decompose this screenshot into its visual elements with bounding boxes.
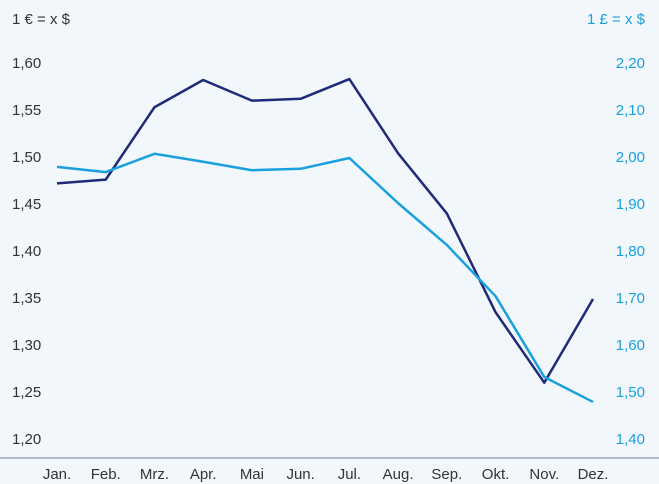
y2-axis-title: 1 £ = x $	[587, 11, 646, 28]
y2-tick-label: 1,80	[616, 243, 645, 260]
y-tick-label: 1,25	[12, 384, 41, 401]
y2-tick-label: 1,60	[616, 337, 645, 354]
y-tick-label: 1,60	[12, 55, 41, 72]
y-tick-label: 1,50	[12, 149, 41, 166]
y2-tick-label: 2,10	[616, 102, 645, 119]
y-axis-title: 1 € = x $	[12, 11, 71, 28]
y-tick-label: 1,30	[12, 337, 41, 354]
x-tick-label: Mrz.	[140, 466, 169, 483]
x-tick-label: Okt.	[482, 466, 510, 483]
x-tick-label: Jan.	[43, 466, 71, 483]
x-tick-label: Feb.	[91, 466, 121, 483]
line-series	[56, 77, 595, 384]
x-tick-label: Mai	[240, 466, 264, 483]
x-tick-label: Dez.	[578, 466, 609, 483]
x-tick-label: Jul.	[338, 466, 361, 483]
y2-tick-label: 2,00	[616, 149, 645, 166]
y-tick-label: 1,35	[12, 290, 41, 307]
y2-tick-label: 1,70	[616, 290, 645, 307]
line-series	[56, 152, 594, 404]
x-tick-label: Sep.	[431, 466, 462, 483]
y2-tick-label: 2,20	[616, 55, 645, 72]
y-tick-label: 1,40	[12, 243, 41, 260]
y-tick-label: 1,20	[12, 431, 41, 448]
y2-tick-label: 1,90	[616, 196, 645, 213]
x-tick-label: Aug.	[383, 466, 414, 483]
y2-tick-label: 1,50	[616, 384, 645, 401]
y-tick-label: 1,55	[12, 102, 41, 119]
y-tick-label: 1,45	[12, 196, 41, 213]
y2-tick-label: 1,40	[616, 431, 645, 448]
x-tick-label: Jun.	[286, 466, 314, 483]
x-tick-label: Nov.	[529, 466, 559, 483]
x-tick-label: Apr.	[190, 466, 217, 483]
